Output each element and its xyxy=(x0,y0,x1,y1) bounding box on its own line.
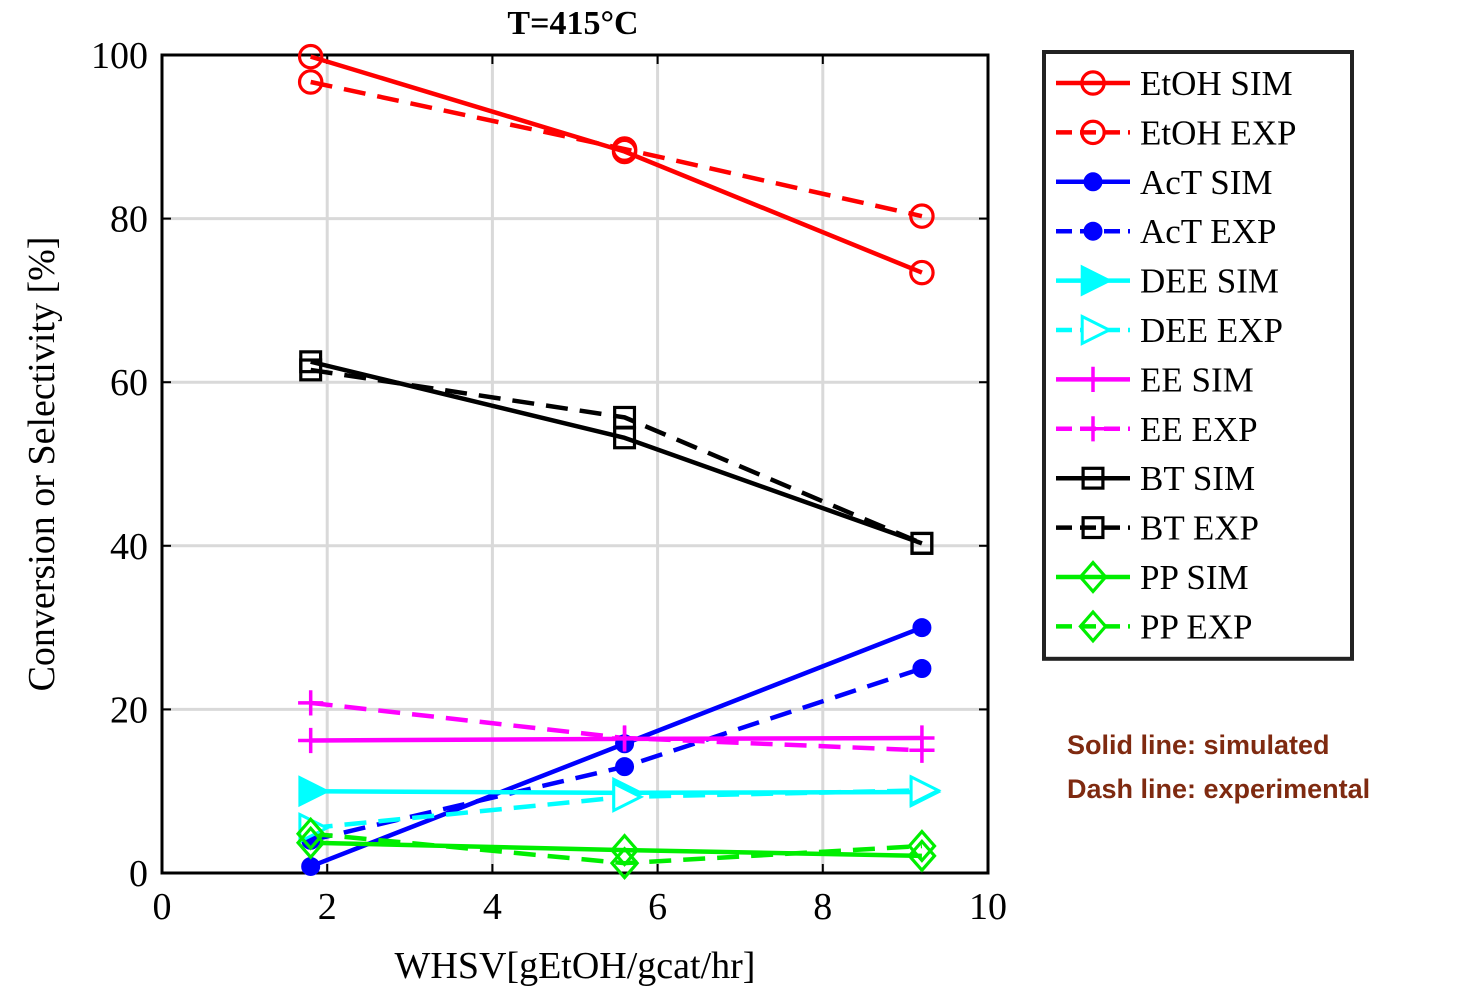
legend: EtOH SIM EtOH EXP AcT SIM AcT EXP DEE SIM DEE… xyxy=(1042,50,1354,661)
legend-label-act-sim: AcT SIM xyxy=(1140,163,1273,202)
legend-marker-dee-exp xyxy=(1080,314,1113,346)
y-tick-label: 20 xyxy=(110,689,148,731)
data-point-bt-exp xyxy=(910,531,934,555)
y-axis-label: Conversion or Selectivity [%] xyxy=(21,237,63,692)
x-tick-label: 6 xyxy=(648,886,667,928)
x-tick-label: 2 xyxy=(318,886,337,928)
x-axis-label: WHSV[gEtOH/gcat/hr] xyxy=(395,945,756,987)
data-point-pp-sim xyxy=(609,833,640,867)
legend-marker-etoh-exp xyxy=(1080,119,1106,146)
data-point-bt-exp xyxy=(613,405,637,429)
data-point-dee-exp xyxy=(909,774,942,807)
series-markers xyxy=(295,43,942,881)
legend-marker-act-sim xyxy=(1083,172,1103,192)
chart-title: T=415°C xyxy=(507,5,638,42)
data-point-etoh-exp xyxy=(909,203,935,229)
y-tick-label: 60 xyxy=(110,362,148,404)
data-point-act-sim xyxy=(301,856,321,876)
legend-marker-ee-exp xyxy=(1080,416,1106,442)
legend-label-dee-sim: DEE SIM xyxy=(1140,262,1279,301)
data-point-ee-exp xyxy=(611,725,638,751)
legend-label-dee-exp: DEE EXP xyxy=(1140,311,1283,350)
legend-label-bt-exp: BT EXP xyxy=(1140,509,1259,548)
legend-marker-act-exp xyxy=(1083,221,1103,241)
legend-marker-bt-exp xyxy=(1081,516,1105,540)
grid xyxy=(162,55,988,873)
legend-marker-ee-sim xyxy=(1080,366,1106,392)
legend-marker-pp-sim xyxy=(1078,560,1108,594)
y-tick-label: 80 xyxy=(110,199,148,241)
x-tick-label: 10 xyxy=(969,886,1007,928)
legend-label-etoh-exp: EtOH EXP xyxy=(1140,113,1297,152)
data-point-etoh-sim xyxy=(297,43,324,70)
data-point-ee-sim xyxy=(298,727,324,754)
legend-label-pp-sim: PP SIM xyxy=(1140,558,1249,597)
y-tick-label: 40 xyxy=(110,526,148,568)
data-point-ee-exp xyxy=(909,737,935,763)
data-point-act-exp xyxy=(615,757,635,777)
data-point-pp-exp xyxy=(907,829,937,863)
data-point-bt-exp xyxy=(299,358,323,382)
legend-box xyxy=(1042,50,1354,661)
data-point-act-exp xyxy=(912,659,932,678)
legend-marker-bt-sim xyxy=(1081,466,1105,490)
legend-marker-dee-sim xyxy=(1080,264,1113,297)
data-point-etoh-exp xyxy=(611,136,638,162)
series-line-bt-exp xyxy=(310,367,923,546)
annotation-solid-line: Solid line: simulated xyxy=(1067,730,1330,760)
x-tick-label: 8 xyxy=(813,886,832,928)
series-line-etoh-exp xyxy=(310,79,923,219)
legend-label-ee-exp: EE EXP xyxy=(1140,410,1258,449)
data-point-etoh-sim xyxy=(909,259,935,286)
data-point-act-sim xyxy=(912,618,932,638)
x-tick-label: 0 xyxy=(153,886,172,928)
legend-label-ee-sim: EE SIM xyxy=(1140,360,1254,399)
data-point-dee-exp xyxy=(612,780,645,813)
annotation-dash-line: Dash line: experimental xyxy=(1067,774,1370,804)
series-line-etoh-sim xyxy=(310,54,923,275)
x-tick-label: 4 xyxy=(483,886,502,928)
legend-label-act-exp: AcT EXP xyxy=(1140,212,1276,251)
data-point-dee-sim xyxy=(298,775,331,808)
legend-marker-etoh-sim xyxy=(1080,70,1106,96)
plot-frame xyxy=(160,53,990,875)
legend-marker-pp-exp xyxy=(1078,609,1108,644)
y-tick-label: 0 xyxy=(129,853,148,895)
legend-label-pp-exp: PP EXP xyxy=(1140,607,1253,646)
legend-label-bt-sim: BT SIM xyxy=(1140,459,1255,498)
data-point-pp-exp xyxy=(609,846,640,881)
data-point-etoh-exp xyxy=(297,69,324,95)
data-point-ee-exp xyxy=(298,690,324,716)
data-point-pp-exp xyxy=(295,816,326,851)
legend-label-etoh-sim: EtOH SIM xyxy=(1140,64,1293,103)
y-tick-label: 100 xyxy=(91,35,148,77)
